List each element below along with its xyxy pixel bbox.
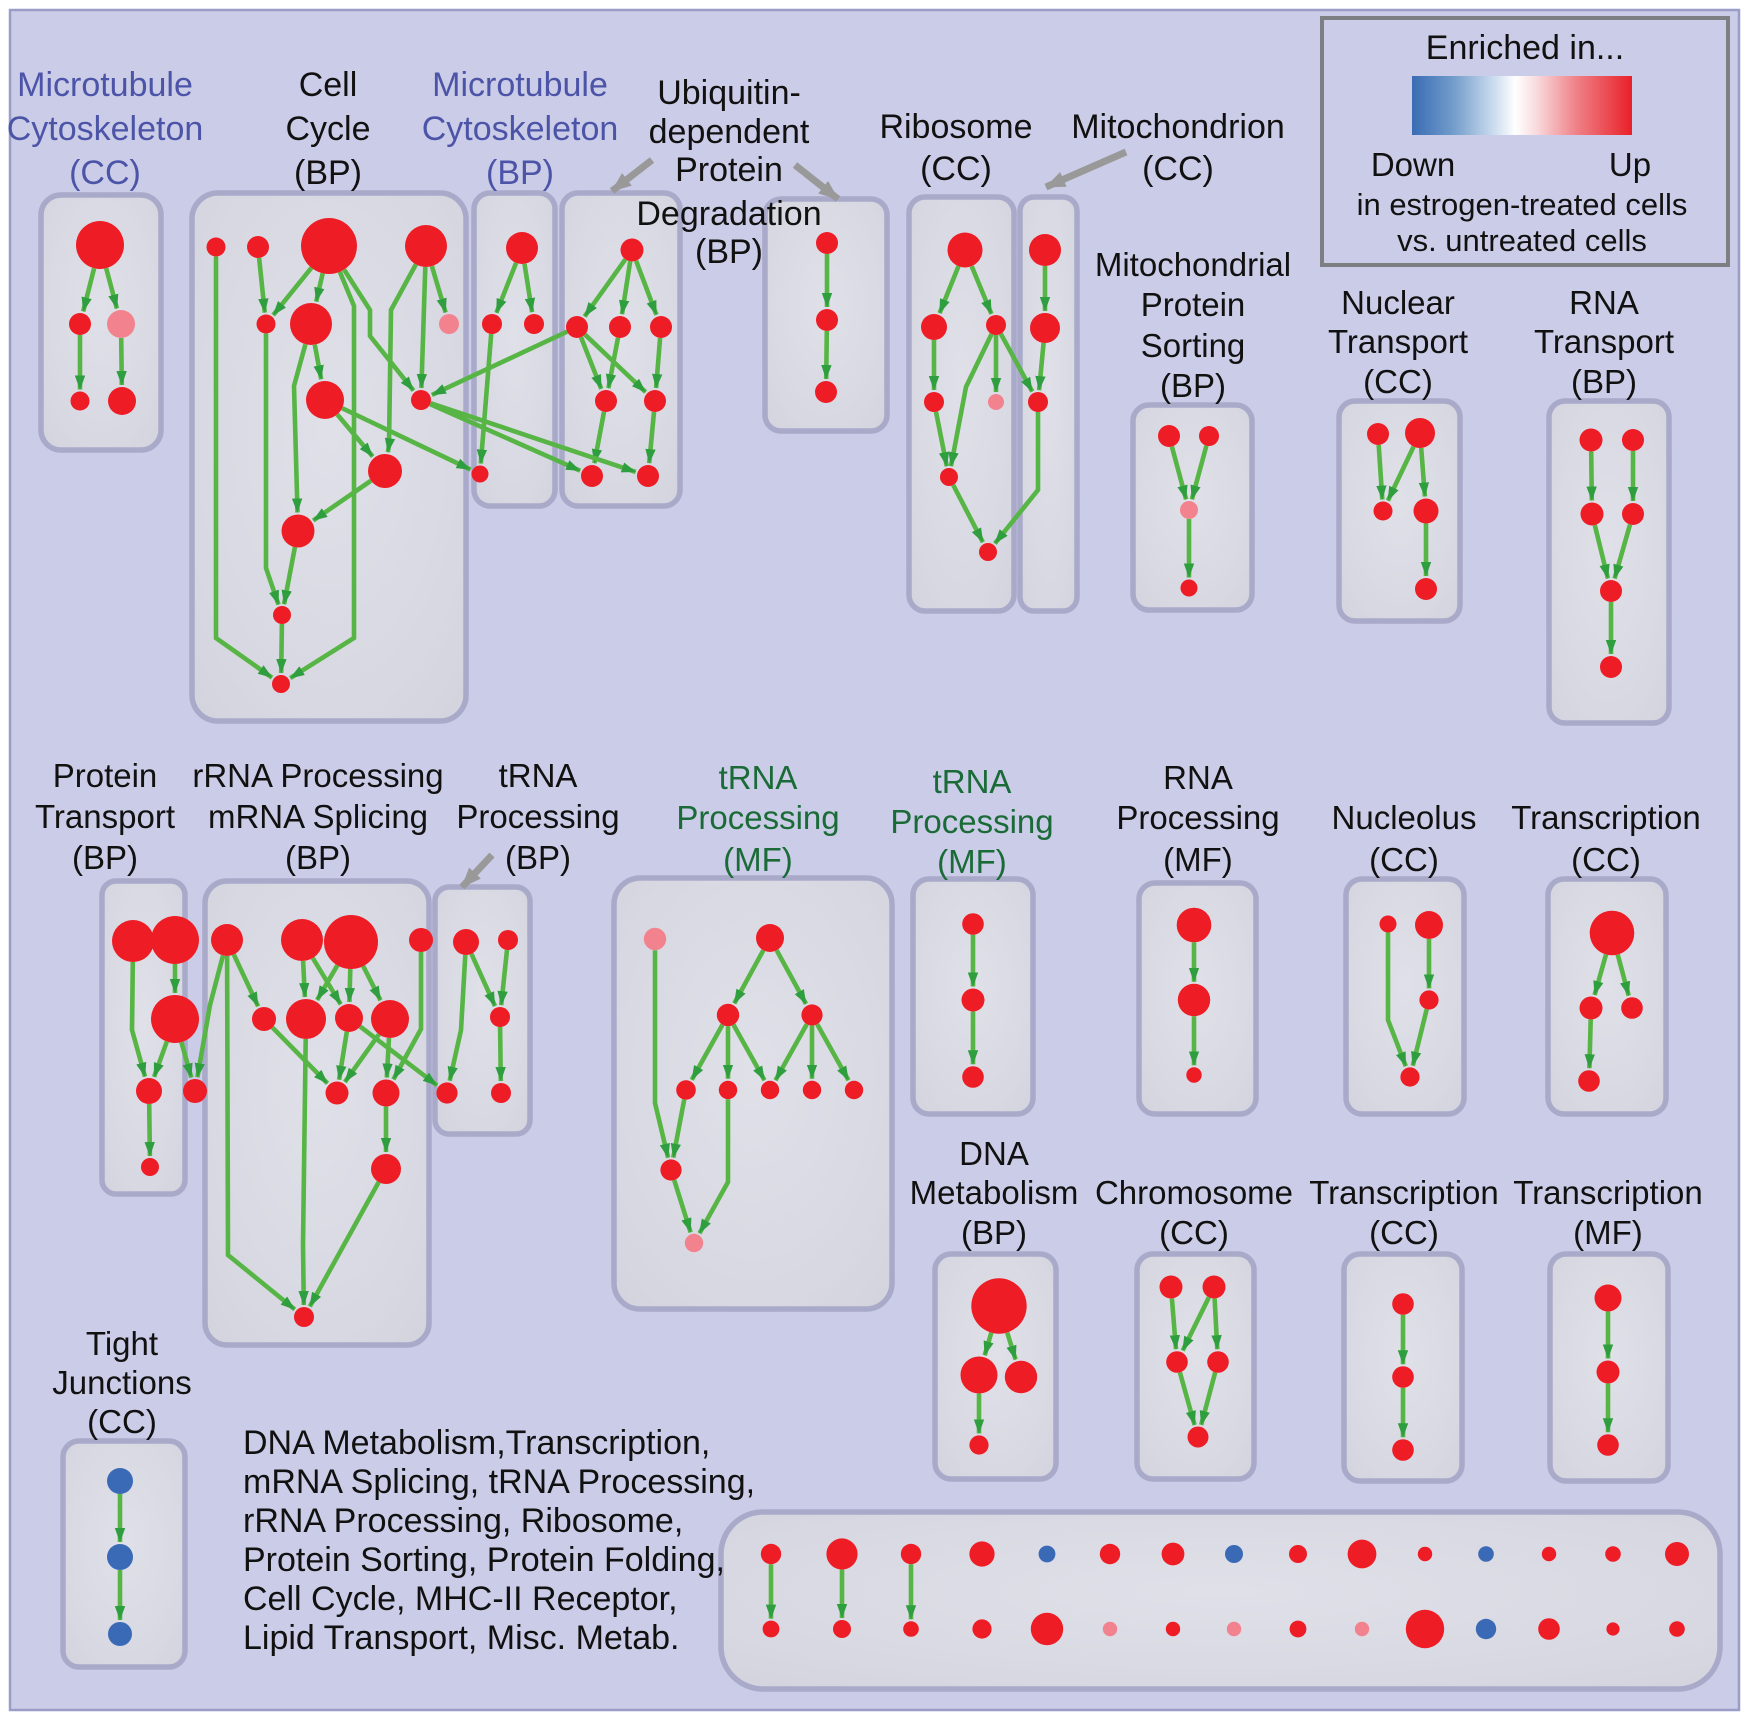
svg-text:rRNA Processing, Ribosome,: rRNA Processing, Ribosome, <box>243 1502 683 1540</box>
svg-text:(CC): (CC) <box>1369 841 1439 878</box>
svg-text:mRNA Splicing: mRNA Splicing <box>208 798 428 835</box>
svg-text:Cytoskeleton: Cytoskeleton <box>7 110 204 148</box>
svg-text:RNA: RNA <box>1163 759 1233 796</box>
svg-text:(BP): (BP) <box>1160 367 1226 404</box>
svg-text:(CC): (CC) <box>1142 150 1214 188</box>
svg-text:mRNA Splicing, tRNA Processing: mRNA Splicing, tRNA Processing, <box>243 1463 755 1501</box>
svg-text:(BP): (BP) <box>285 839 351 876</box>
svg-text:rRNA Processing: rRNA Processing <box>192 757 443 794</box>
svg-text:(MF): (MF) <box>1163 841 1233 878</box>
svg-text:Ribosome: Ribosome <box>879 108 1032 146</box>
svg-text:(CC): (CC) <box>1369 1214 1439 1251</box>
svg-text:Junctions: Junctions <box>52 1364 191 1401</box>
svg-text:(MF): (MF) <box>937 843 1007 880</box>
svg-text:Protein: Protein <box>1141 286 1246 323</box>
svg-text:Transcription: Transcription <box>1309 1174 1499 1211</box>
svg-text:(BP): (BP) <box>961 1214 1027 1251</box>
svg-text:Tight: Tight <box>86 1325 158 1362</box>
svg-text:Processing: Processing <box>676 799 839 836</box>
svg-text:Protein: Protein <box>675 151 783 189</box>
svg-text:Transport: Transport <box>35 798 175 835</box>
svg-text:Ubiquitin-: Ubiquitin- <box>657 74 801 112</box>
svg-text:Processing: Processing <box>456 798 619 835</box>
svg-text:dependent: dependent <box>649 113 810 151</box>
svg-text:Metabolism: Metabolism <box>910 1174 1079 1211</box>
svg-text:Enriched in...: Enriched in... <box>1426 29 1624 67</box>
svg-text:tRNA: tRNA <box>933 763 1012 800</box>
svg-text:Nuclear: Nuclear <box>1341 284 1455 321</box>
svg-text:Mitochondrion: Mitochondrion <box>1071 108 1285 146</box>
svg-text:(BP): (BP) <box>486 154 554 192</box>
svg-text:RNA: RNA <box>1569 284 1639 321</box>
svg-text:Processing: Processing <box>1116 799 1279 836</box>
svg-text:Transport: Transport <box>1534 323 1674 360</box>
svg-text:(MF): (MF) <box>723 841 793 878</box>
svg-text:(CC): (CC) <box>69 154 141 192</box>
svg-text:Sorting: Sorting <box>1141 327 1246 364</box>
svg-text:Cell Cycle, MHC-II Receptor,: Cell Cycle, MHC-II Receptor, <box>243 1580 678 1618</box>
svg-text:Processing: Processing <box>890 803 1053 840</box>
svg-text:Transcription: Transcription <box>1513 1174 1703 1211</box>
svg-text:Protein: Protein <box>53 757 158 794</box>
svg-text:Degradation: Degradation <box>636 195 821 233</box>
svg-text:in estrogen-treated cells: in estrogen-treated cells <box>1357 187 1688 222</box>
svg-text:Up: Up <box>1609 146 1651 183</box>
svg-text:tRNA: tRNA <box>719 759 798 796</box>
svg-text:(CC): (CC) <box>1571 841 1641 878</box>
svg-text:(CC): (CC) <box>87 1403 157 1440</box>
svg-text:Microtubule: Microtubule <box>17 66 193 104</box>
svg-text:(MF): (MF) <box>1573 1214 1643 1251</box>
svg-text:Chromosome: Chromosome <box>1095 1174 1293 1211</box>
svg-text:Mitochondrial: Mitochondrial <box>1095 246 1291 283</box>
svg-text:(BP): (BP) <box>72 839 138 876</box>
svg-text:Cycle: Cycle <box>285 110 370 148</box>
svg-text:DNA Metabolism,Transcription,: DNA Metabolism,Transcription, <box>243 1424 710 1462</box>
svg-text:(CC): (CC) <box>920 150 992 188</box>
svg-text:Protein Sorting, Protein Foldi: Protein Sorting, Protein Folding, <box>243 1541 725 1579</box>
svg-text:(BP): (BP) <box>505 839 571 876</box>
svg-text:Cell: Cell <box>299 66 358 104</box>
svg-text:DNA: DNA <box>959 1135 1029 1172</box>
svg-text:Transcription: Transcription <box>1511 799 1701 836</box>
svg-text:Nucleolus: Nucleolus <box>1332 799 1477 836</box>
svg-text:vs. untreated cells: vs. untreated cells <box>1397 223 1647 258</box>
svg-text:tRNA: tRNA <box>499 757 578 794</box>
svg-text:(BP): (BP) <box>1571 363 1637 400</box>
svg-text:Cytoskeleton: Cytoskeleton <box>422 110 619 148</box>
svg-text:(BP): (BP) <box>294 154 362 192</box>
svg-text:Microtubule: Microtubule <box>432 66 608 104</box>
svg-text:(CC): (CC) <box>1159 1214 1229 1251</box>
svg-text:Down: Down <box>1371 146 1455 183</box>
svg-text:(BP): (BP) <box>695 233 763 271</box>
svg-text:(CC): (CC) <box>1363 363 1433 400</box>
svg-text:Transport: Transport <box>1328 323 1468 360</box>
svg-text:Lipid Transport, Misc. Metab.: Lipid Transport, Misc. Metab. <box>243 1619 680 1657</box>
